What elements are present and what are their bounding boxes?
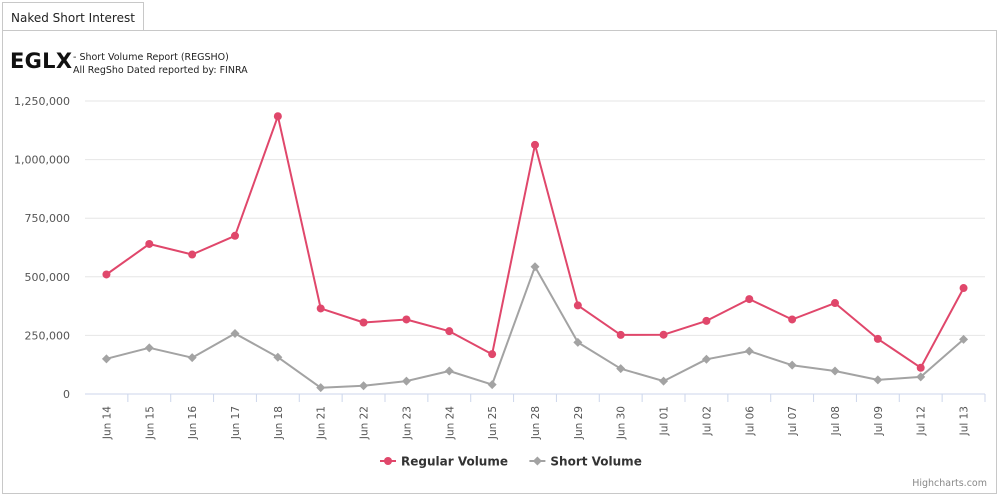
data-point bbox=[445, 327, 454, 336]
data-point bbox=[830, 366, 840, 376]
data-point bbox=[831, 299, 839, 308]
y-tick-label: 0 bbox=[63, 388, 70, 401]
x-tick-label: Jul 08 bbox=[830, 406, 842, 436]
highcharts-credits[interactable]: Highcharts.com bbox=[912, 478, 987, 489]
data-point bbox=[531, 140, 539, 149]
x-tick-label: Jun 23 bbox=[401, 406, 413, 440]
data-point bbox=[444, 366, 454, 376]
x-tick-label: Jun 17 bbox=[230, 406, 242, 440]
series-regular-volume bbox=[102, 112, 968, 372]
x-tick-label: Jul 07 bbox=[787, 406, 799, 436]
y-tick-label: 1,250,000 bbox=[14, 95, 70, 108]
data-point bbox=[145, 239, 154, 248]
data-point bbox=[659, 330, 668, 339]
series-short-volume bbox=[101, 262, 969, 393]
data-point bbox=[702, 316, 711, 325]
data-point bbox=[616, 364, 626, 374]
data-point bbox=[745, 295, 754, 304]
legend-marker bbox=[384, 457, 392, 465]
x-tick-label: Jun 22 bbox=[359, 406, 371, 440]
data-point bbox=[187, 353, 197, 363]
data-point bbox=[102, 270, 111, 279]
data-point bbox=[916, 372, 926, 382]
legend[interactable]: Regular Volume Short Volume bbox=[380, 455, 642, 469]
x-tick-label: Jun 30 bbox=[616, 406, 628, 440]
data-point bbox=[530, 262, 540, 272]
data-point bbox=[273, 352, 283, 362]
data-point bbox=[788, 315, 797, 324]
x-tick-label: Jul 06 bbox=[744, 406, 756, 437]
data-point bbox=[316, 383, 326, 393]
data-point bbox=[273, 112, 282, 121]
y-tick-label: 500,000 bbox=[25, 271, 71, 284]
x-tick-label: Jul 13 bbox=[959, 406, 971, 436]
x-tick-label: Jul 02 bbox=[701, 406, 713, 436]
data-point bbox=[231, 231, 239, 240]
data-point bbox=[744, 346, 754, 356]
data-point bbox=[101, 354, 111, 364]
data-point bbox=[959, 334, 969, 344]
data-point bbox=[959, 284, 968, 293]
x-tick-label: Jul 12 bbox=[916, 406, 928, 436]
data-point bbox=[230, 329, 240, 339]
data-point bbox=[401, 376, 411, 386]
ticker-symbol: EGLX bbox=[10, 49, 73, 73]
legend-label: Regular Volume bbox=[401, 455, 508, 469]
data-point bbox=[359, 381, 369, 391]
x-tick-label: Jun 21 bbox=[316, 406, 328, 440]
data-point bbox=[488, 350, 497, 359]
x-tick-label: Jun 29 bbox=[573, 406, 585, 440]
x-tick-label: Jul 01 bbox=[659, 406, 671, 436]
legend-item-regular-volume[interactable]: Regular Volume bbox=[380, 455, 508, 469]
data-point bbox=[359, 318, 368, 327]
data-point bbox=[188, 250, 197, 259]
legend-marker bbox=[532, 456, 542, 466]
data-point bbox=[402, 315, 411, 324]
x-axis: Jun 14 Jun 15 Jun 16 Jun 17 Jun 18 Jun 21 Jun … bbox=[101, 394, 986, 440]
y-tick-label: 250,000 bbox=[25, 329, 71, 342]
legend-item-short-volume[interactable]: Short Volume bbox=[529, 455, 642, 469]
report-source: All RegSho Dated reported by: FINRA bbox=[73, 65, 248, 76]
data-point bbox=[573, 337, 583, 347]
report-subtitle: - Short Volume Report (REGSHO) bbox=[73, 52, 229, 63]
data-point bbox=[573, 301, 582, 310]
data-point bbox=[873, 334, 882, 343]
tab-naked-short-interest[interactable]: Naked Short Interest bbox=[2, 2, 144, 30]
data-point bbox=[787, 360, 797, 370]
data-point bbox=[873, 375, 883, 385]
y-tick-label: 750,000 bbox=[25, 212, 71, 225]
series-layer bbox=[101, 112, 969, 393]
x-tick-label: Jun 16 bbox=[187, 406, 199, 440]
data-point bbox=[144, 343, 154, 353]
data-point bbox=[701, 354, 711, 364]
x-tick-label: Jul 09 bbox=[873, 406, 885, 436]
data-point bbox=[616, 330, 625, 339]
data-point bbox=[487, 380, 497, 390]
x-tick-label: Jun 18 bbox=[273, 406, 285, 440]
x-tick-label: Jun 24 bbox=[444, 406, 456, 440]
x-tick-label: Jun 28 bbox=[530, 406, 542, 440]
data-point bbox=[916, 363, 925, 372]
x-tick-label: Jun 15 bbox=[144, 406, 156, 440]
grid-lines bbox=[85, 100, 985, 395]
legend-label: Short Volume bbox=[550, 455, 641, 469]
y-axis: 0 250,000 500,000 750,000 1,000,000 1,250,000 bbox=[14, 95, 70, 401]
y-tick-label: 1,000,000 bbox=[14, 154, 70, 167]
data-point bbox=[659, 376, 669, 386]
chart-panel bbox=[2, 30, 997, 494]
data-point bbox=[316, 304, 325, 313]
x-tick-label: Jun 14 bbox=[101, 406, 113, 440]
x-tick-label: Jun 25 bbox=[487, 406, 499, 440]
